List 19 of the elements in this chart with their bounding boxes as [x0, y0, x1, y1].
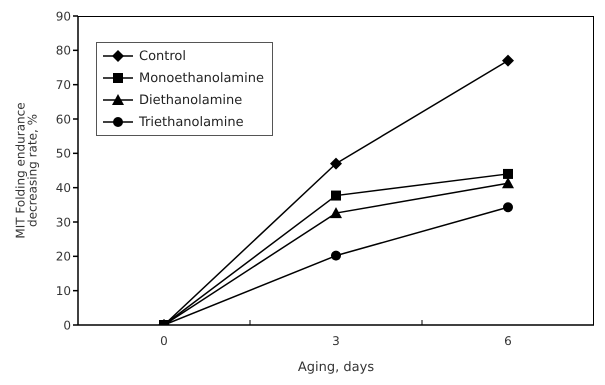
y-tick-label: 70: [56, 78, 71, 92]
legend-label: Monoethanolamine: [139, 70, 264, 86]
y-tick-label: 20: [56, 250, 71, 264]
y-axis-title: MIT Folding endurance decreasing rate, %: [13, 102, 40, 239]
x-tick-label: 6: [504, 334, 512, 348]
y-tick-label: 50: [56, 146, 71, 161]
legend-label: Diethanolamine: [139, 92, 242, 108]
x-tick-label: 3: [332, 334, 340, 348]
legend-label: Triethanolamine: [139, 114, 244, 130]
y-tick-label: 60: [56, 112, 71, 126]
y-tick-label: 30: [56, 215, 71, 230]
legend-label: Control: [139, 48, 186, 64]
y-tick-label: 0: [63, 318, 71, 332]
y-tick-label: 90: [56, 9, 71, 24]
x-axis-title: Aging, days: [298, 360, 374, 375]
y-tick-label: 10: [56, 284, 71, 298]
x-tick-label: 0: [160, 334, 168, 348]
y-tick-label: 40: [56, 180, 71, 195]
y-tick-label: 80: [56, 44, 71, 58]
